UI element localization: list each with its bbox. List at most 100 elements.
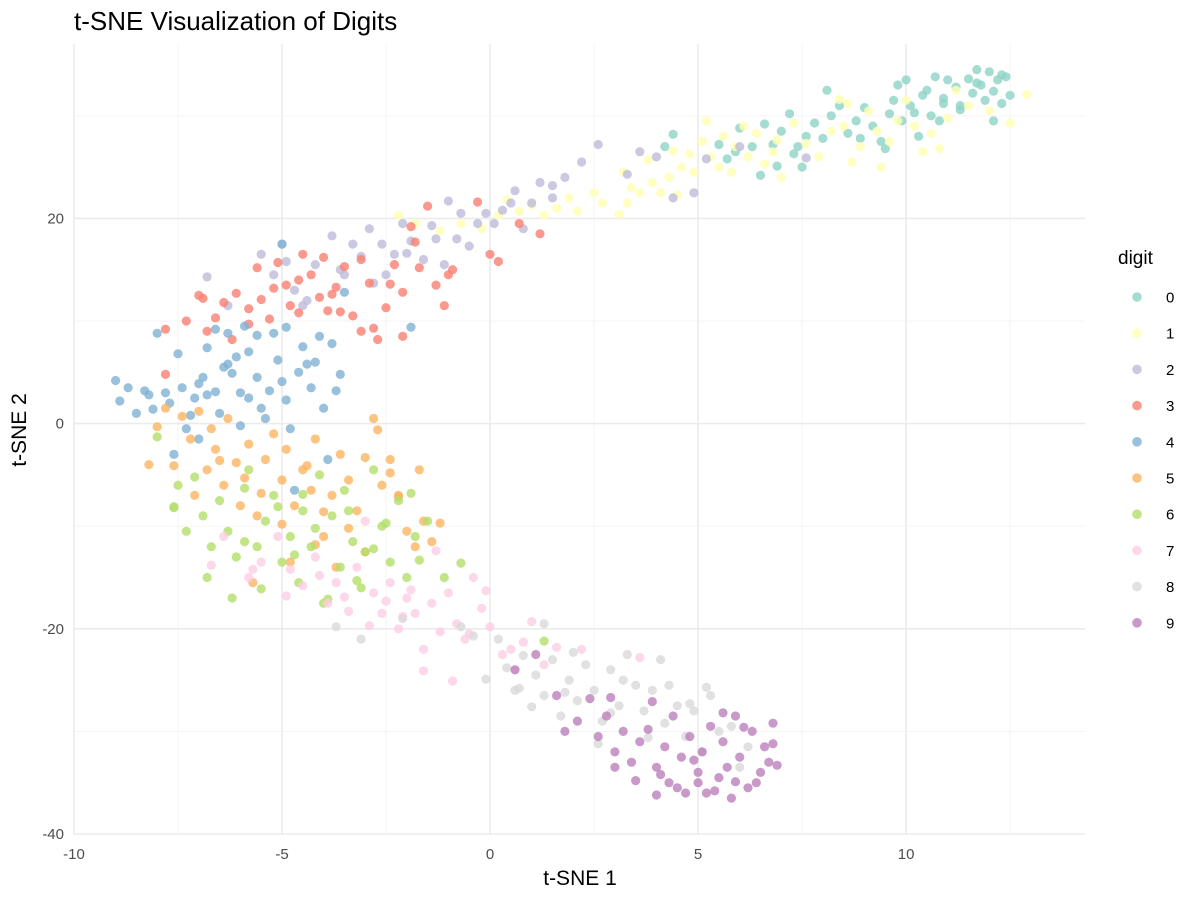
data-point-digit-7 xyxy=(360,516,370,526)
data-point-digit-1 xyxy=(701,116,712,126)
data-point-digit-2 xyxy=(668,193,678,203)
data-point-digit-9 xyxy=(631,776,641,786)
data-point-digit-1 xyxy=(685,149,695,159)
legend: digit 0 1 2 3 4 5 6 7 8 9 xyxy=(1118,248,1174,632)
x-tick-label: 0 xyxy=(486,846,494,863)
data-point-digit-0 xyxy=(776,126,786,136)
data-point-digit-1 xyxy=(622,198,632,208)
data-point-digit-2 xyxy=(452,234,462,244)
data-point-digit-1 xyxy=(689,167,699,177)
data-point-digit-1 xyxy=(668,146,678,156)
data-point-digit-4 xyxy=(302,359,312,369)
data-point-digit-7 xyxy=(377,608,387,619)
data-point-digit-8 xyxy=(572,696,583,706)
data-point-digit-5 xyxy=(414,465,424,475)
data-point-digit-2 xyxy=(327,231,337,241)
data-point-digit-5 xyxy=(240,473,250,483)
data-point-digit-9 xyxy=(656,769,666,780)
data-point-digit-8 xyxy=(643,733,653,743)
data-point-digit-6 xyxy=(260,516,270,526)
legend-label-3: 3 xyxy=(1166,398,1174,415)
data-point-digit-7 xyxy=(402,593,412,603)
data-point-digit-1 xyxy=(843,98,853,109)
data-point-digit-7 xyxy=(518,637,528,647)
data-point-digit-8 xyxy=(539,690,549,701)
data-point-digit-6 xyxy=(423,516,433,526)
data-point-digit-9 xyxy=(689,755,699,765)
data-point-digit-4 xyxy=(227,368,237,378)
data-point-digit-8 xyxy=(502,663,512,673)
data-point-digit-2 xyxy=(364,224,374,234)
data-point-digit-4 xyxy=(406,322,416,332)
data-point-digit-4 xyxy=(235,421,245,431)
data-point-digit-6 xyxy=(314,470,325,480)
data-point-digit-6 xyxy=(227,593,237,603)
data-point-digit-3 xyxy=(385,279,395,289)
data-point-digit-1 xyxy=(1005,118,1015,128)
data-point-digit-4 xyxy=(131,408,141,418)
data-point-digit-5 xyxy=(144,460,154,470)
data-point-digit-1 xyxy=(597,198,608,208)
data-point-digit-2 xyxy=(506,198,516,208)
data-point-digit-6 xyxy=(190,472,200,482)
data-point-digit-0 xyxy=(760,119,770,129)
data-point-digit-0 xyxy=(772,161,782,171)
data-point-digit-0 xyxy=(988,86,999,96)
data-point-digit-0 xyxy=(889,95,899,105)
data-point-digit-2 xyxy=(651,152,662,162)
data-point-digit-0 xyxy=(893,80,903,90)
data-point-digit-4 xyxy=(277,239,287,249)
data-point-digit-0 xyxy=(901,75,911,85)
data-point-digit-2 xyxy=(298,301,308,311)
data-point-digit-5 xyxy=(223,413,233,424)
data-point-digit-7 xyxy=(273,531,283,542)
data-point-digit-3 xyxy=(398,287,408,297)
data-point-digit-3 xyxy=(281,280,291,290)
data-point-digit-5 xyxy=(335,449,345,459)
data-point-digit-4 xyxy=(319,403,329,413)
data-point-digit-6 xyxy=(381,518,391,528)
data-point-digit-3 xyxy=(389,260,399,270)
data-point-digit-8 xyxy=(735,762,745,772)
data-point-digit-3 xyxy=(356,326,366,336)
data-point-digit-7 xyxy=(443,588,453,598)
data-point-digit-7 xyxy=(577,644,587,654)
data-point-digit-8 xyxy=(672,701,682,711)
data-point-digit-9 xyxy=(726,793,737,803)
data-point-digit-4 xyxy=(235,388,245,398)
data-point-digit-5 xyxy=(235,501,245,511)
data-point-digit-4 xyxy=(244,347,254,357)
data-point-digit-0 xyxy=(822,85,832,95)
data-point-digit-5 xyxy=(319,531,329,542)
data-point-digit-2 xyxy=(689,188,699,198)
legend-label-1: 1 xyxy=(1166,326,1174,343)
data-point-digit-2 xyxy=(527,198,537,208)
data-point-digit-0 xyxy=(997,98,1007,109)
legend-title: digit xyxy=(1118,248,1154,269)
legend-label-0: 0 xyxy=(1166,290,1174,307)
data-point-digit-9 xyxy=(755,767,766,778)
data-point-digit-2 xyxy=(701,154,712,164)
data-point-digit-6 xyxy=(348,537,358,547)
data-point-digit-9 xyxy=(643,724,653,735)
data-point-digit-6 xyxy=(306,542,316,552)
data-point-digit-7 xyxy=(219,531,229,542)
data-point-digit-1 xyxy=(963,101,974,111)
data-point-digit-7 xyxy=(393,624,404,634)
data-point-digit-1 xyxy=(697,136,707,147)
data-point-digit-0 xyxy=(943,75,953,85)
data-point-digit-5 xyxy=(169,461,179,471)
data-point-digit-4 xyxy=(240,321,250,331)
data-point-digit-3 xyxy=(373,334,383,345)
data-point-digit-9 xyxy=(668,711,678,721)
data-point-digit-5 xyxy=(185,434,196,444)
data-point-digit-4 xyxy=(173,349,183,359)
data-point-digit-4 xyxy=(144,390,154,400)
data-point-digit-5 xyxy=(344,475,354,485)
data-point-digit-3 xyxy=(406,222,416,232)
data-point-digit-5 xyxy=(206,424,216,434)
data-point-digit-9 xyxy=(635,737,645,747)
data-point-digit-5 xyxy=(202,465,212,475)
data-point-digit-6 xyxy=(339,485,349,495)
data-point-digit-7 xyxy=(248,564,258,574)
